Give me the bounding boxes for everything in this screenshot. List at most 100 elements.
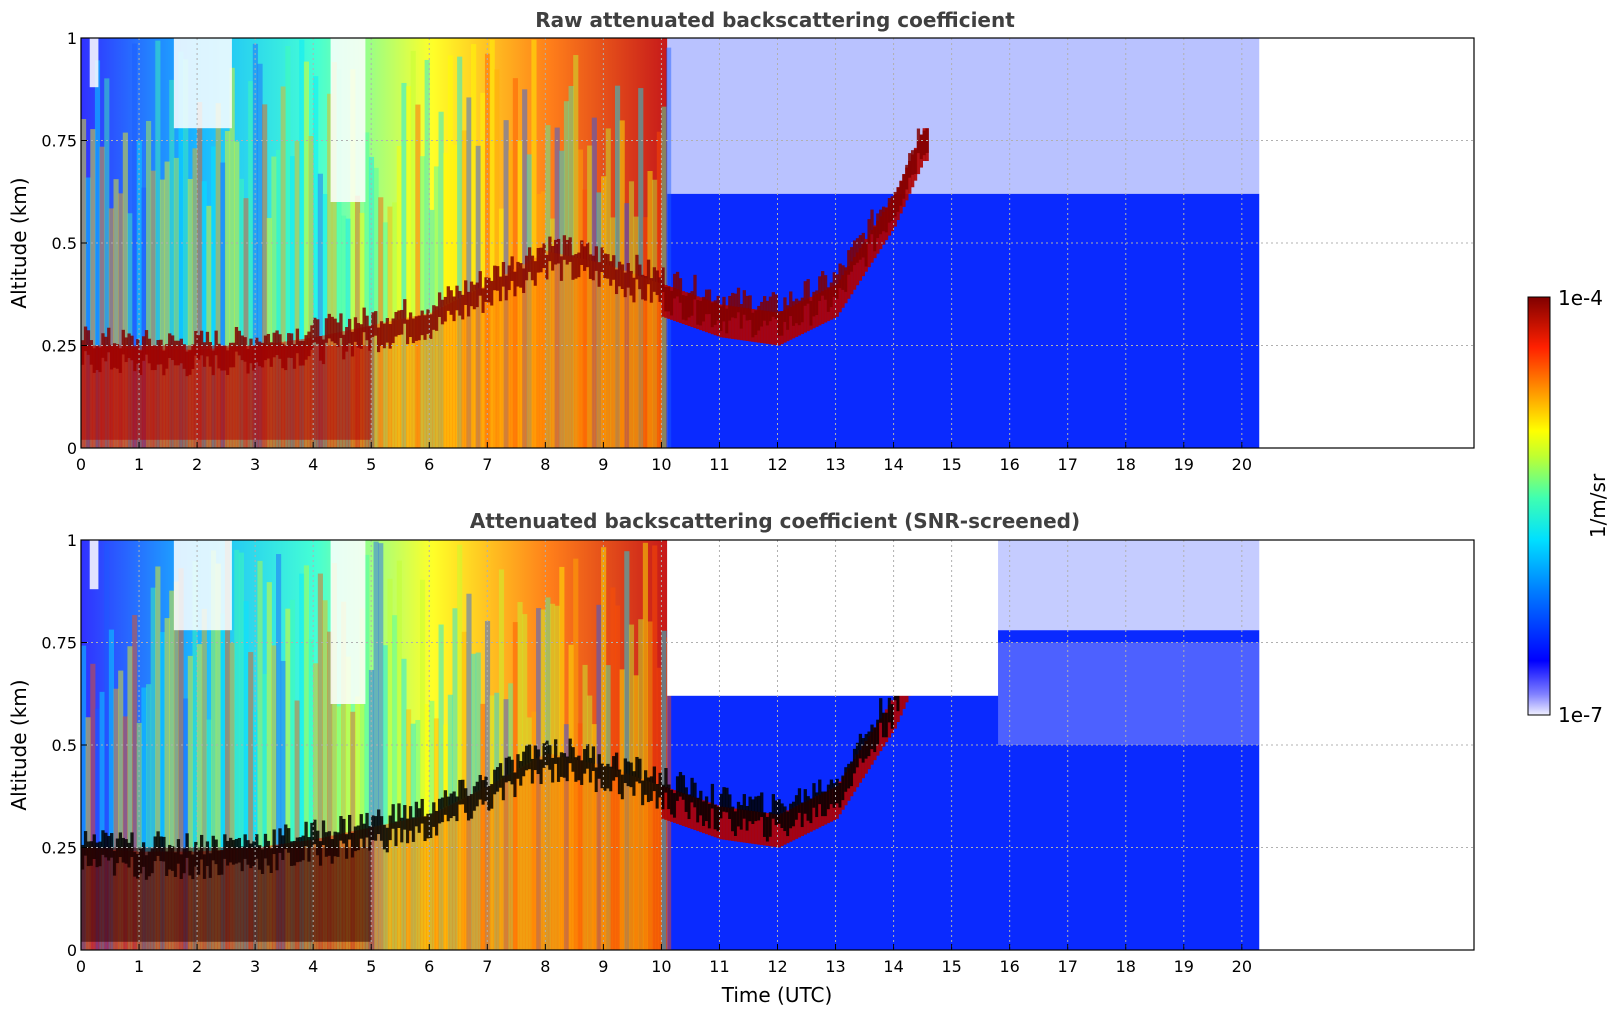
heatmap-layer-top [870, 209, 874, 235]
heatmap-layer-top [649, 278, 654, 303]
x-tick-label: 2 [192, 455, 202, 474]
heatmap-layer-top [374, 816, 378, 841]
heatmap-layer-top [664, 286, 668, 312]
heatmap-streak [289, 599, 296, 950]
x-tick-label: 17 [1058, 455, 1078, 474]
heatmap-layer-top [887, 198, 892, 223]
heatmap-streak [484, 53, 491, 448]
heatmap-boundary-layer [464, 295, 468, 448]
heatmap-boundary-layer [400, 820, 404, 950]
heatmap-layer-top [603, 766, 607, 791]
heatmap-layer-top [397, 803, 401, 828]
y-tick-label: 0.25 [41, 337, 77, 356]
heatmap-boundary-layer [855, 754, 860, 788]
heatmap-layer-top [661, 267, 665, 293]
heatmap-layer-top [629, 270, 633, 296]
colorbar-unit-label: 1/m/sr [1586, 473, 1610, 538]
heatmap-streak [498, 569, 505, 950]
heatmap-boundary-layer [585, 259, 590, 448]
heatmap-layer-top [487, 786, 491, 811]
heatmap-streak [248, 652, 254, 950]
panel-raw-heatmap [81, 38, 1260, 449]
heatmap-layer-top [530, 255, 535, 281]
heatmap-layer-top [461, 294, 465, 320]
heatmap-boundary-layer [516, 267, 520, 448]
heatmap-boundary-layer [423, 313, 427, 448]
y-tick-label: 0.5 [52, 736, 77, 755]
heatmap-boundary-layer [440, 306, 445, 448]
heatmap-boundary-layer [626, 271, 630, 448]
heatmap-boundary-layer [829, 788, 834, 822]
heatmap-layer-top [806, 796, 810, 821]
heatmap-boundary-layer [435, 309, 439, 448]
heatmap-streak [303, 61, 310, 449]
heatmap-layer-top [533, 745, 538, 771]
heatmap-layer-top [771, 292, 775, 317]
heatmap-streak [122, 716, 128, 950]
heatmap-streak [364, 132, 370, 448]
heatmap-boundary-layer [487, 786, 491, 950]
heatmap-layer-top [745, 805, 749, 831]
heatmap-layer-top [789, 291, 793, 317]
heatmap-boundary-layer [400, 318, 404, 448]
heatmap-layer-top [313, 819, 317, 845]
heatmap-layer-top [838, 782, 842, 808]
panel-screened: Attenuated backscattering coefficient (S… [7, 509, 1475, 1007]
heatmap-layer-top [632, 771, 636, 796]
heatmap-layer-top [710, 302, 715, 328]
heatmap-boundary-layer [481, 788, 485, 950]
colorbar-min-label: 1e-7 [1558, 703, 1603, 727]
heatmap-streak [471, 44, 477, 448]
heatmap-boundary-layer [649, 279, 654, 448]
heatmap-layer-top [495, 266, 500, 291]
heatmap-boundary-layer [542, 754, 546, 950]
heatmap-streak [438, 624, 444, 950]
heatmap-streak [401, 658, 407, 950]
heatmap-boundary-layer [548, 753, 552, 950]
heatmap-boundary-layer [861, 243, 865, 277]
heatmap-boundary-layer [403, 820, 407, 950]
heatmap-layer-top [841, 265, 845, 290]
heatmap-layer-top [835, 778, 839, 804]
heatmap-layer-top [481, 288, 485, 313]
heatmap-layer-top [861, 738, 865, 763]
heatmap-layer-top [440, 299, 445, 325]
heatmap-layer-top [490, 784, 494, 809]
heatmap-boundary-layer [594, 261, 598, 448]
heatmap-boundary-layer [472, 291, 477, 448]
heatmap-layer-top [896, 187, 900, 212]
panel-screened-heatmap [81, 540, 1260, 950]
heatmap-layer-top [565, 239, 569, 265]
heatmap-layer-top [809, 300, 813, 326]
heatmap-residual-layer [81, 345, 372, 440]
x-tick-label: 15 [941, 957, 961, 976]
heatmap-layer-top [542, 243, 546, 269]
heatmap-layer-top [536, 749, 540, 775]
heatmap-boundary-layer [533, 257, 538, 448]
heatmap-layer-top [347, 814, 352, 840]
heatmap-boundary-layer [771, 311, 775, 345]
heatmap-layer-top [287, 333, 291, 358]
heatmap-layer-top [786, 305, 790, 330]
heatmap-layer-top [588, 254, 593, 279]
heatmap-boundary-layer [583, 761, 587, 950]
heatmap-layer-top [324, 318, 329, 343]
heatmap-streak [159, 179, 166, 448]
heatmap-layer-top [336, 322, 340, 348]
heatmap-layer-top [571, 255, 575, 280]
heatmap-layer-top [365, 812, 369, 838]
heatmap-streak [601, 547, 607, 950]
heatmap-layer-top [844, 767, 848, 792]
heatmap-layer-top [310, 822, 314, 848]
heatmap-layer-top [823, 791, 828, 817]
heatmap-boundary-layer [522, 264, 526, 448]
heatmap-boundary-layer [597, 262, 601, 448]
heatmap-layer-top [455, 796, 459, 822]
heatmap-boundary-layer [481, 286, 485, 448]
heatmap-layer-top [597, 754, 601, 779]
heatmap-layer-top [345, 834, 349, 859]
heatmap-boundary-layer [620, 269, 625, 448]
heatmap-boundary-layer [719, 806, 723, 840]
heatmap-boundary-layer [693, 797, 697, 831]
heatmap-layer-top [658, 277, 662, 302]
